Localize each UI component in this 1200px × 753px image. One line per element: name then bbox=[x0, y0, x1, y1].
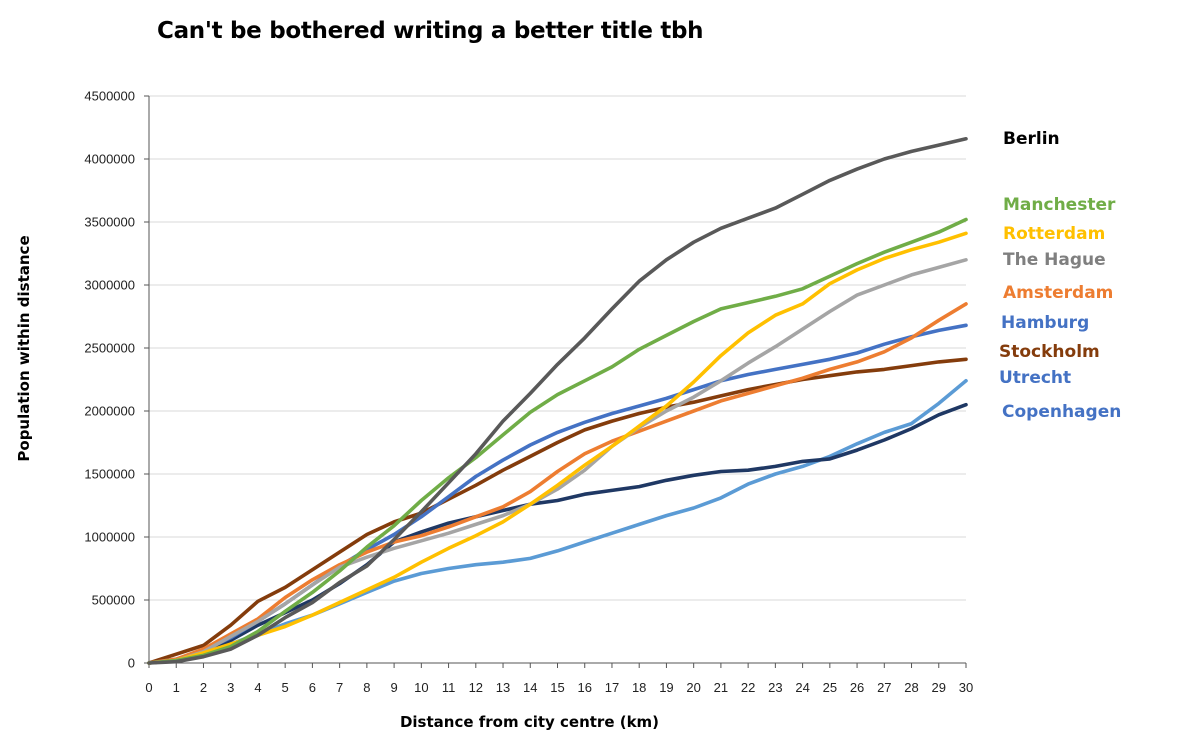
x-tick-label: 17 bbox=[605, 680, 619, 695]
x-tick-label: 11 bbox=[442, 680, 456, 695]
series-line-rotterdam bbox=[147, 231, 968, 665]
y-tick-label: 3500000 bbox=[84, 215, 135, 230]
legend-label-hamburg: Hamburg bbox=[1001, 313, 1089, 333]
x-tick-label: 28 bbox=[904, 680, 918, 695]
x-tick-label: 10 bbox=[414, 680, 428, 695]
series-line-copenhagen bbox=[147, 378, 968, 665]
x-tick-label: 13 bbox=[496, 680, 510, 695]
x-tick-label: 19 bbox=[659, 680, 673, 695]
x-tick-label: 9 bbox=[390, 680, 397, 695]
x-tick-label: 26 bbox=[850, 680, 864, 695]
y-tick-label: 2000000 bbox=[84, 404, 135, 419]
x-tick-label: 30 bbox=[959, 680, 973, 695]
x-tick-label: 23 bbox=[768, 680, 782, 695]
x-tick-label: 22 bbox=[741, 680, 755, 695]
y-tick-label: 500000 bbox=[92, 593, 135, 608]
x-tick-label: 24 bbox=[795, 680, 809, 695]
x-tick-label: 7 bbox=[336, 680, 343, 695]
x-tick-label: 27 bbox=[877, 680, 891, 695]
x-tick-label: 29 bbox=[932, 680, 946, 695]
y-tick-label: 1000000 bbox=[84, 530, 135, 545]
y-tick-label: 4000000 bbox=[84, 152, 135, 167]
x-tick-label: 20 bbox=[686, 680, 700, 695]
x-tick-label: 25 bbox=[823, 680, 837, 695]
legend-label-stockholm: Stockholm bbox=[999, 342, 1100, 362]
legend-label-rotterdam: Rotterdam bbox=[1003, 224, 1105, 244]
x-tick-label: 0 bbox=[145, 680, 152, 695]
y-tick-label: 4500000 bbox=[84, 89, 135, 104]
series-line-manchester bbox=[147, 217, 968, 665]
x-tick-label: 15 bbox=[550, 680, 564, 695]
x-tick-label: 21 bbox=[714, 680, 728, 695]
x-tick-label: 16 bbox=[577, 680, 591, 695]
legend: Berlin Manchester Rotterdam The Hague Amster… bbox=[999, 129, 1121, 422]
x-tick-label: 1 bbox=[173, 680, 180, 695]
y-tick-label: 1500000 bbox=[84, 467, 135, 482]
x-tick-label: 8 bbox=[363, 680, 370, 695]
x-tick-label: 6 bbox=[309, 680, 316, 695]
x-tick-label: 2 bbox=[200, 680, 207, 695]
x-tick-label: 18 bbox=[632, 680, 646, 695]
legend-label-the-hague: The Hague bbox=[1003, 250, 1106, 270]
legend-label-manchester: Manchester bbox=[1003, 195, 1116, 215]
y-axis-title: Population within distance bbox=[15, 235, 33, 461]
chart-title: Can't be bothered writing a better title… bbox=[157, 18, 704, 44]
x-tick-label: 14 bbox=[523, 680, 537, 695]
gridlines bbox=[149, 95, 966, 601]
x-tick-label: 5 bbox=[282, 680, 289, 695]
x-axis-title: Distance from city centre (km) bbox=[400, 713, 659, 731]
x-tick-label: 4 bbox=[254, 680, 261, 695]
legend-label-copenhagen: Copenhagen bbox=[1002, 402, 1121, 422]
x-tick-label: 12 bbox=[469, 680, 483, 695]
axes: 0 500000 1000000 1500000 2000000 2500000 30000… bbox=[84, 89, 973, 696]
y-tick-label: 3000000 bbox=[84, 278, 135, 293]
y-tick-label: 2500000 bbox=[84, 341, 135, 356]
series-line-the-hague bbox=[147, 257, 968, 665]
series-line-berlin bbox=[147, 137, 968, 665]
y-tick-label: 0 bbox=[128, 656, 135, 671]
legend-label-berlin: Berlin bbox=[1003, 129, 1060, 149]
series-line-amsterdam bbox=[147, 302, 968, 665]
legend-label-utrecht: Utrecht bbox=[999, 368, 1071, 388]
series-lines bbox=[147, 137, 968, 665]
series-line-stockholm bbox=[147, 357, 968, 665]
x-tick-label: 3 bbox=[227, 680, 234, 695]
legend-label-amsterdam: Amsterdam bbox=[1003, 283, 1113, 303]
